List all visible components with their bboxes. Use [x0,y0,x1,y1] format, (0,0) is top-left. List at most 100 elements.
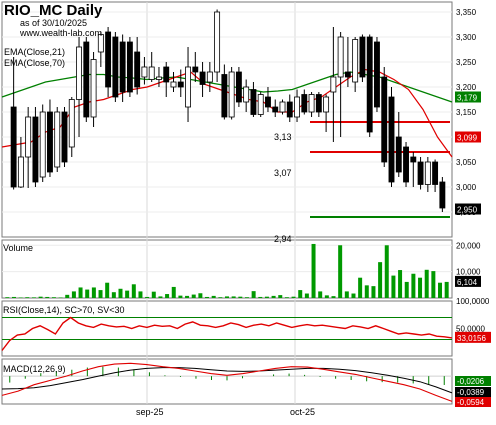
price-y-tick-8: 3,350 [456,8,477,17]
candle-body-46 [344,71,351,78]
ema21-last-badge: 3,099 [457,134,478,143]
vol-y-tick-1: 20,000 [456,241,481,250]
candle-body-59 [439,181,446,209]
macd-line [1,362,453,402]
volume-bar-23 [158,296,163,298]
volume-bar-47 [318,291,323,298]
macd-badge-bg-0 [455,376,491,386]
rsi-last-badge-bg [455,331,491,343]
volume-bar-57 [384,245,389,298]
x-tick-oct: oct-25 [290,407,315,417]
volume-bar-54 [364,285,369,298]
candle-body-13 [105,31,112,88]
price-y-tick-1: 3,000 [456,183,477,192]
candle-body-32 [243,86,250,103]
macd-title: MACD(12,26,9) [3,364,66,374]
macd-badge-1: -0,0389 [457,388,485,397]
legend-ema21: EMA(Close,21) [4,47,65,57]
axis-labels: 2,9503,0003,0503,1003,1503,2003,2503,300… [455,8,491,407]
volume-bar-36 [244,297,249,298]
candle-body-33 [250,89,257,115]
candle-body-18 [141,66,148,78]
volume-bar-56 [378,262,383,298]
candle-body-30 [228,71,235,118]
volume-bar-2 [18,297,23,298]
ema70-last-badge-bg [455,91,481,103]
last-close-badge: 2,950 [457,206,478,215]
candle-body-11 [90,59,97,118]
candle-body-27 [206,71,213,83]
candle-body-21 [163,66,170,83]
watermark: www.wealth-lab.com [19,28,102,38]
candle-body-31 [235,71,242,103]
candle-body-9 [76,46,82,100]
rsi-title: RSI(Close,14), SC>70, SV<30 [3,305,125,315]
macd-badge-0: -0,0206 [457,377,485,386]
volume-bar-52 [351,293,356,298]
volume-bar-22 [151,291,156,298]
volume-bar-53 [358,277,363,298]
candle-body-2 [25,116,32,158]
volume-bar-31 [211,295,216,298]
level-label-2: 2,94 [274,234,292,244]
candle-body-50 [374,41,380,108]
candle-body-7 [61,111,68,163]
volume-bar-17 [118,288,123,298]
rsi-last-badge: 33,0156 [457,334,486,343]
volume-bar-59 [398,270,403,298]
candle-body-56 [417,161,424,185]
candle-body-55 [410,156,417,163]
volume-bar-63 [424,269,429,298]
volume-bar-30 [205,296,210,298]
macd-series [1,362,453,402]
support-resistance-levels: 3,13 3,07 2,94 [274,121,450,244]
volume-bar-0 [5,297,10,298]
candle-body-47 [352,39,359,83]
candle-body-17 [134,51,141,88]
candle-body-20 [156,76,162,80]
candle-body-43 [323,96,330,113]
candle-body-48 [359,36,366,78]
volume-bar-7 [51,297,56,298]
volume-bar-19 [131,284,136,298]
candle-body-1 [17,156,24,188]
volume-bar-65 [438,282,443,298]
volume-bar-48 [324,295,329,298]
volume-bar-10 [71,291,76,298]
candle-body-51 [381,76,388,163]
candle-body-24 [185,66,191,108]
volume-bar-18 [125,290,130,298]
candle-body-26 [199,71,206,85]
price-y-tick-7: 3,300 [456,33,477,42]
volume-bar-16 [111,292,116,298]
macd-signal-line [1,367,453,394]
candle-body-5 [47,111,53,173]
rsi-y-tick-0: 50,0000 [456,325,485,334]
legend-ema70: EMA(Close,70) [4,58,65,68]
volume-bar-42 [284,297,289,298]
volume-bar-55 [371,286,376,298]
grid-lines [2,2,452,404]
volume-bar-26 [178,295,183,298]
volume-bar-5 [38,296,43,298]
price-candles [10,9,446,212]
chart-title: RIO_MC Daily [4,2,103,19]
candle-body-16 [126,41,133,93]
x-tick-sep: sep-25 [136,407,164,417]
volume-bar-28 [191,294,196,298]
volume-bar-44 [298,290,303,298]
volume-bar-27 [185,295,190,298]
price-y-tick-5: 3,200 [456,83,477,92]
volume-bar-11 [78,287,83,298]
candle-body-45 [337,36,344,78]
volume-bar-60 [404,281,409,298]
volume-bar-37 [251,291,256,298]
volume-bar-62 [418,277,423,298]
volume-bar-41 [278,295,283,298]
candle-body-38 [286,101,293,118]
candle-body-39 [294,96,300,118]
volume-bar-45 [304,293,309,298]
volume-bars [5,243,449,298]
volume-bar-61 [411,273,416,298]
